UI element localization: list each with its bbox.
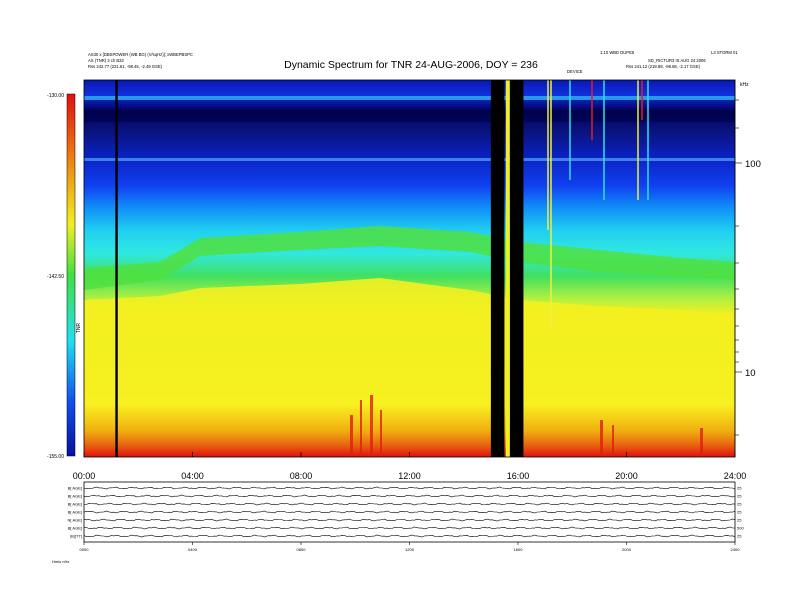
bottom-tick-label-1: 0400 [188, 547, 198, 552]
chart-title: Dynamic Spectrum for TNR 24-AUG-2006, DO… [284, 59, 538, 71]
header-left-line-2: AS (TNR) 3 ch B32 [88, 58, 125, 63]
header-right-c: SD_RICTUR3 IS AUG 24 2006 [648, 58, 706, 63]
right-y-tick-100: 100 [745, 159, 761, 170]
panel-label-4: N[ AGE] [68, 518, 82, 523]
panel-label-1: B[ AGE] [68, 494, 82, 499]
yellow-boundary [84, 278, 735, 340]
colorbar [66, 93, 76, 457]
bottom-x-ticks: 0000 0400 0800 1200 1600 2000 2400 [80, 542, 741, 552]
panel-right-2: 25 [737, 502, 742, 507]
colorbar-tick-bottom: -155.00 [47, 454, 64, 460]
panel-line-6 [83, 534, 736, 538]
x-tick-label-3: 12:00 [398, 471, 421, 481]
panel-line-5 [83, 526, 735, 530]
x-axis-ticks: 00:00 04:00 08:00 12:00 16:00 20:00 24:00 [73, 452, 747, 481]
colorbar-tick-mid: -142.50 [47, 274, 64, 280]
spectrogram [84, 80, 735, 457]
panel-right-1: 25 [737, 494, 742, 499]
data-gaps [490, 80, 524, 457]
red-bursts [350, 395, 703, 457]
panel-line-1 [83, 494, 736, 498]
colorbar-label: TNR [76, 322, 82, 333]
panel-right-3: 25 [737, 510, 742, 515]
panel-right-6: 25 [737, 534, 742, 539]
bottom-left-label: Hmis nHz [52, 559, 69, 564]
x-tick-label-4: 16:00 [507, 471, 530, 481]
panel-right-4: 25 [737, 518, 742, 523]
right-y-tick-10: 10 [745, 368, 756, 379]
band-cyan-strip [84, 96, 735, 100]
header-right-b: L3 STORM 01 [711, 50, 738, 55]
band-light-strip [84, 158, 735, 161]
marker-label: DEVICE [567, 69, 583, 74]
line-panels: B[ AGE] 25 B[ AGE] 25 B[ AGE] 25 B[ AGE] 25 N[ A… [68, 486, 745, 539]
colorbar-tick-top: -130.00 [47, 93, 64, 99]
y-unit-label: kHz [740, 82, 749, 88]
header-left-line-3: Rss 242.77 (221.61, -98.45, -2.49 GSE) [88, 64, 163, 69]
bottom-tick-label-0: 0000 [80, 547, 90, 552]
bottom-tick-label-5: 2000 [622, 547, 632, 552]
spike-lines [547, 80, 649, 330]
gap-yellow-strip [505, 80, 510, 457]
x-tick-label-0: 00:00 [73, 471, 96, 481]
panel-label-3: B[ AGE] [68, 510, 82, 515]
panel-line-4 [83, 518, 736, 522]
panel-label-6: |B|[TT] [70, 534, 82, 539]
data-gap-0 [490, 80, 505, 457]
panel-label-5: B[ AGE] [68, 526, 82, 531]
header-left-line-1: AS30 x [DBSPOWER (WB BG) (V/sqHz)]; xWBE… [88, 52, 193, 57]
header-right-d: Rss 241.12 (218.89, -99.88, -2.17 GSE) [626, 64, 701, 69]
vertical-marker-0 [115, 80, 118, 457]
x-tick-label-6: 24:00 [724, 471, 747, 481]
x-tick-label-1: 04:00 [181, 471, 204, 481]
panel-right-0: 25 [737, 486, 742, 491]
data-gap-1 [509, 80, 524, 457]
band-dark-strip [84, 110, 735, 122]
panel-line-0 [83, 486, 736, 490]
bottom-tick-label-6: 2400 [731, 547, 741, 552]
bottom-tick-label-3: 1200 [405, 547, 415, 552]
panel-label-0: B[ AGE] [68, 486, 82, 491]
bottom-tick-label-2: 0800 [297, 547, 307, 552]
green-boundary [84, 226, 735, 290]
x-tick-label-5: 20:00 [615, 471, 638, 481]
bottom-tick-label-4: 1600 [514, 547, 524, 552]
panel-right-5: 500 [737, 526, 744, 531]
x-tick-label-2: 08:00 [290, 471, 313, 481]
vertical-markers [115, 80, 118, 457]
right-y-axis [734, 80, 742, 457]
panel-label-2: B[ AGE] [68, 502, 82, 507]
panel-line-2 [83, 502, 736, 506]
panel-line-3 [83, 510, 736, 514]
header-right-a: 1:10 WBD DUPE5 [600, 50, 635, 55]
